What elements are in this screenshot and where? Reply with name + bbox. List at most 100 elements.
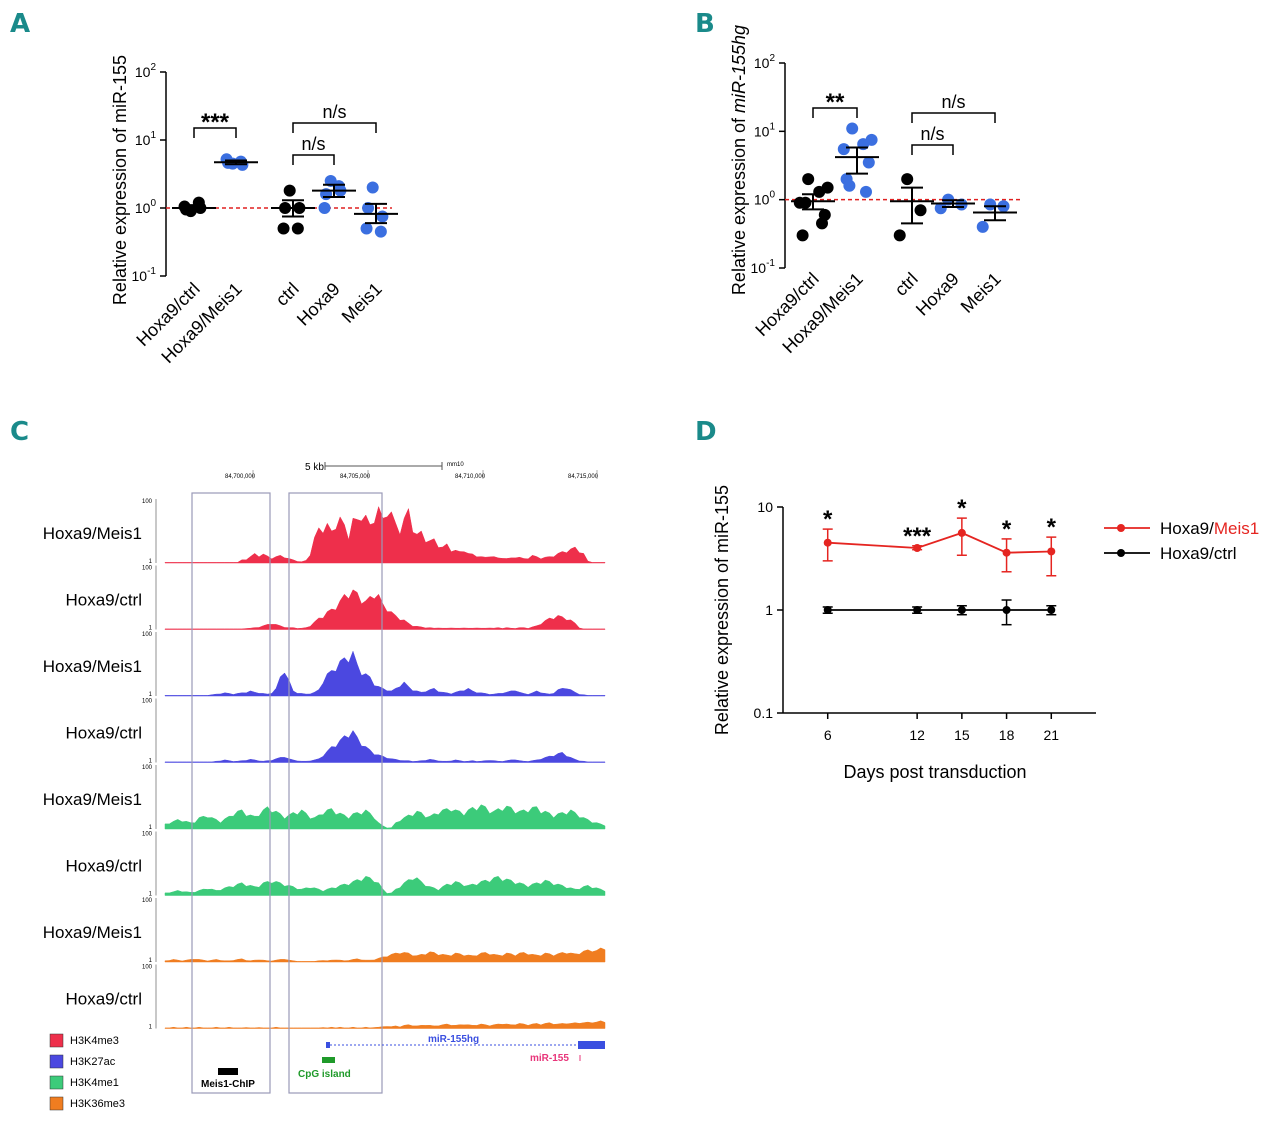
coord-label: 84,715,000 — [568, 474, 599, 480]
data-point — [860, 185, 872, 198]
assembly-label: mm10 — [447, 462, 464, 468]
data-point — [1047, 606, 1056, 614]
chart-c: 5 kb mm10 84,700,000 84,705,000 84,710,0… — [43, 462, 606, 1111]
x-category-label: ctrl — [891, 269, 922, 300]
panel-letter-a: A — [10, 9, 30, 39]
y-tick-exponent: 0 — [150, 198, 156, 209]
x-tick-label: 6 — [824, 727, 832, 743]
data-point — [914, 204, 927, 217]
y-tick-base: 10 — [751, 260, 767, 276]
track-scale-min: 1 — [149, 559, 153, 565]
chart-b-ylabel-italic: miR-155hg — [729, 25, 749, 113]
legend-marker — [1117, 524, 1125, 532]
data-point — [376, 210, 389, 223]
y-tick-label: 10-1 — [751, 258, 776, 276]
data-point — [1047, 547, 1056, 556]
data-point — [862, 156, 875, 169]
track-scale-max: 100 — [142, 699, 153, 705]
y-tick-label: 10 — [757, 499, 773, 515]
x-tick-label: 21 — [1043, 727, 1059, 743]
y-tick-exponent: 1 — [150, 130, 156, 141]
significance-bracket — [812, 107, 858, 118]
panel-letter-d: D — [695, 417, 717, 447]
track-scale-min: 1 — [149, 692, 153, 698]
y-tick-label: 102 — [754, 53, 776, 71]
data-point — [984, 198, 997, 211]
y-tick-base: 10 — [754, 123, 770, 139]
legend-label-suffix: Meis1 — [1214, 519, 1259, 538]
y-tick-base: 10 — [754, 192, 770, 208]
data-point — [366, 181, 379, 194]
y-tick-label: 10-1 — [132, 266, 157, 284]
x-category-label: Meis1 — [957, 269, 1005, 317]
significance-bracket — [911, 112, 996, 123]
track-scale-min: 1 — [149, 626, 153, 632]
significance-label: n/s — [301, 134, 325, 154]
track-scale-max: 100 — [142, 632, 153, 638]
legend-swatch-h3k27ac — [49, 1054, 64, 1069]
y-tick-base: 10 — [132, 268, 148, 284]
x-category-label: ctrl — [272, 279, 303, 310]
significance-label: n/s — [941, 92, 965, 112]
chart-d: Relative expression of miR-155 Days post… — [712, 485, 1259, 782]
data-point — [362, 202, 375, 214]
track-label: Hoxa9/Meis1 — [43, 524, 142, 543]
data-point — [913, 606, 922, 614]
coord-label: 84,700,000 — [225, 474, 256, 480]
significance-bracket — [193, 127, 237, 138]
legend-swatch-h3k36me3 — [49, 1096, 64, 1111]
legend-label-h3k4me1: H3K4me1 — [70, 1077, 119, 1089]
significance-bracket — [292, 154, 335, 165]
significance-bracket — [911, 144, 954, 155]
signal-track — [164, 505, 606, 564]
track-label: Hoxa9/Meis1 — [43, 923, 142, 942]
chart-b-ylabel: Relative expression of miR-155hg — [729, 25, 749, 295]
y-tick-base: 10 — [135, 132, 151, 148]
significance-label: * — [1002, 516, 1012, 543]
y-tick-label: 101 — [754, 121, 776, 139]
signal-track — [164, 650, 606, 697]
legend-swatch-h3k4me1 — [49, 1075, 64, 1090]
y-tick-label: 100 — [135, 198, 157, 216]
legend-marker — [1117, 549, 1125, 557]
significance-label: * — [823, 506, 833, 533]
y-tick-label: 0.1 — [754, 705, 774, 721]
track-scale-max: 100 — [142, 965, 153, 971]
data-point — [813, 185, 826, 198]
cpg-region-box — [288, 492, 383, 1094]
x-category-label: Hoxa9 — [293, 279, 344, 330]
legend-label: Hoxa9/ctrl — [1160, 544, 1237, 563]
x-tick-label: 12 — [909, 727, 925, 743]
data-point — [360, 222, 373, 235]
signal-track — [164, 876, 606, 896]
data-point — [934, 202, 947, 215]
cpg-island-mark — [322, 1057, 335, 1063]
track-scale-max: 100 — [142, 898, 153, 904]
signal-track — [164, 1020, 606, 1029]
x-category-label: Hoxa9 — [912, 269, 963, 320]
legend-label-prefix: Hoxa9/ctrl — [1160, 544, 1237, 563]
signal-track — [164, 589, 606, 630]
mir-155hg-exon-2 — [578, 1041, 605, 1049]
significance-label: *** — [903, 523, 932, 550]
mir-155-label: miR-155 — [530, 1053, 569, 1064]
meis1-chip-mark — [218, 1068, 238, 1075]
coord-label: 84,705,000 — [340, 474, 371, 480]
track-scale-min: 1 — [149, 1025, 153, 1031]
track-legend: H3K4me3 H3K27ac H3K4me1 H3K36me3 — [49, 1033, 125, 1111]
data-point — [957, 606, 966, 614]
data-point — [913, 543, 922, 552]
data-point — [893, 229, 906, 242]
track-label: Hoxa9/ctrl — [65, 990, 142, 1009]
track-label: Hoxa9/ctrl — [65, 857, 142, 876]
data-point — [332, 180, 345, 193]
data-point — [374, 225, 387, 238]
y-tick-label: 102 — [135, 62, 157, 80]
data-point — [1002, 606, 1011, 614]
track-scale-min: 1 — [149, 759, 153, 765]
data-point — [802, 173, 815, 186]
x-tick-label: 15 — [954, 727, 970, 743]
track-label: Hoxa9/ctrl — [65, 724, 142, 743]
data-point — [180, 203, 193, 216]
